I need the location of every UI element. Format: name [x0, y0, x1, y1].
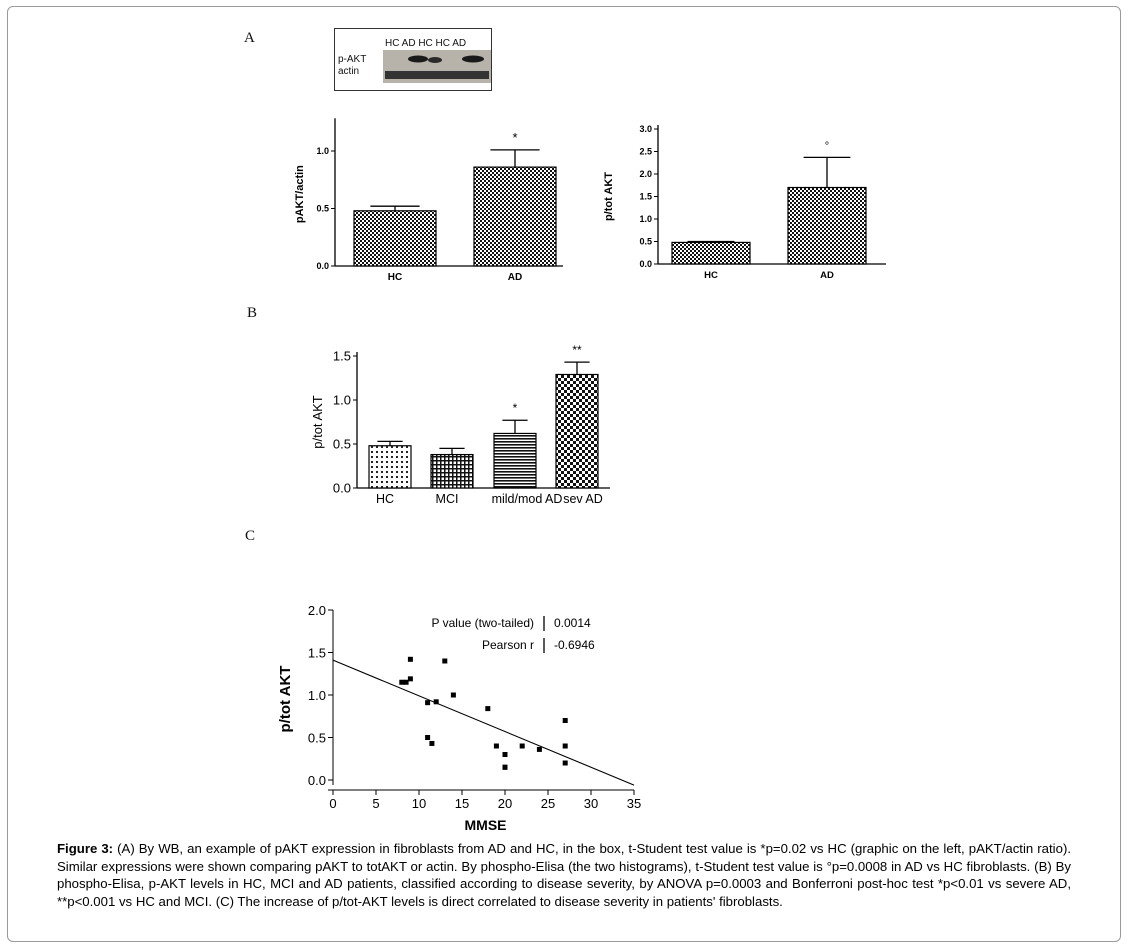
- figure-caption: Figure 3: (A) By WB, an example of pAKT …: [57, 840, 1071, 910]
- blot-actin-band: [385, 71, 489, 79]
- blot-band: [428, 57, 442, 63]
- caption-lead: Figure 3:: [57, 841, 114, 856]
- panel-label-b: B: [247, 305, 258, 321]
- panel-label-c: C: [245, 528, 256, 544]
- panel-label-a: A: [244, 30, 255, 46]
- figure-frame: [7, 6, 1121, 942]
- caption-text: (A) By WB, an example of pAKT expression…: [57, 841, 1071, 909]
- western-blot-image: HC AD HC HC AD p-AKT actin: [338, 38, 491, 83]
- blot-row1-label: p-AKT: [338, 54, 366, 65]
- blot-lanes-label: HC AD HC HC AD: [385, 38, 466, 49]
- blot-band: [408, 55, 428, 63]
- blot-band: [462, 55, 484, 63]
- blot-row2-label: actin: [338, 66, 359, 77]
- western-blot-box: HC AD HC HC AD p-AKT actin: [334, 28, 492, 91]
